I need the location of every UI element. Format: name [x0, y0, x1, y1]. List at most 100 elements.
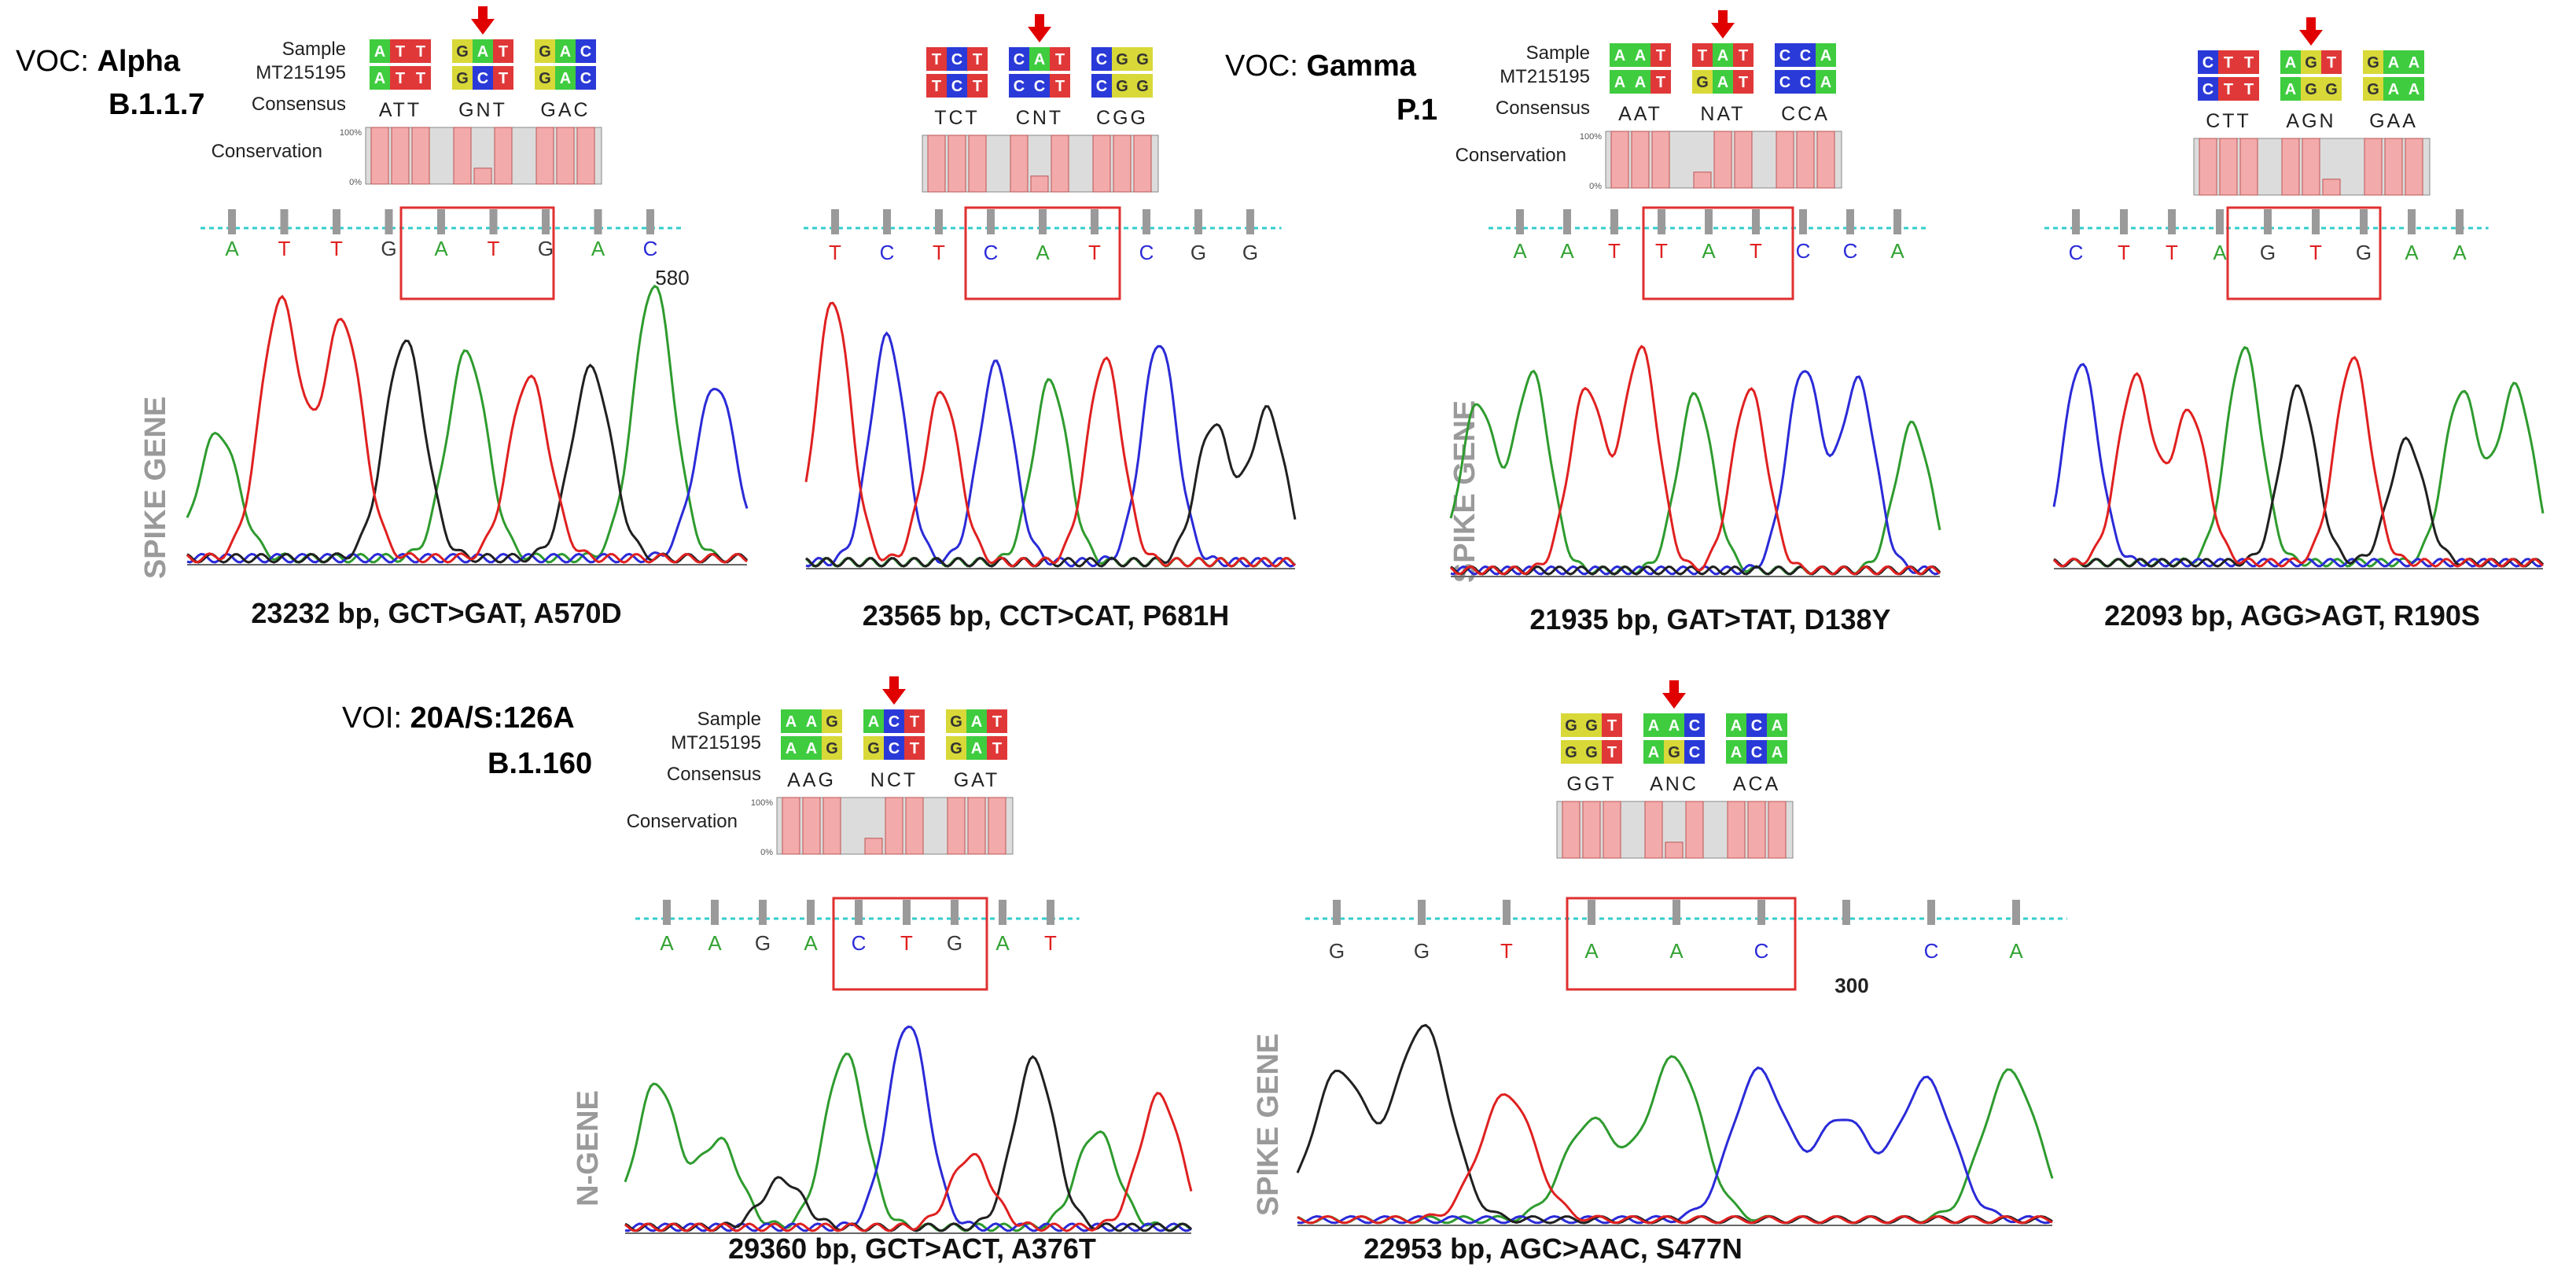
base-call: A: [2453, 241, 2467, 264]
codon-base: T: [932, 78, 941, 95]
base-tick: [999, 900, 1006, 925]
codon-base: A: [1820, 47, 1831, 64]
codon-base: T: [992, 740, 1002, 757]
base-tick: [646, 209, 654, 234]
trace-t: [624, 1092, 1193, 1232]
codon-base: T: [973, 78, 982, 95]
codon-cell: [2321, 77, 2342, 101]
codon-cell: [1684, 740, 1705, 764]
base-tick: [437, 209, 445, 234]
codon-cell: [904, 736, 925, 760]
codon-base: T: [499, 43, 508, 61]
svg-text:P.1: P.1: [1397, 94, 1437, 127]
codon-base: C: [889, 740, 900, 757]
codon-base: C: [1096, 78, 1107, 95]
codon-cell: [473, 66, 493, 90]
base-tick: [855, 900, 863, 925]
conservation-bar: [1665, 842, 1684, 859]
mutation-arrow-icon: [2299, 30, 2323, 46]
codon-cell: [884, 736, 904, 760]
row-label-conservation: Conservation: [1455, 145, 1566, 166]
conservation-bar: [927, 134, 946, 193]
codon-base: C: [951, 51, 962, 68]
conservation-bar: [2219, 138, 2238, 196]
codon-base: A: [1034, 51, 1045, 68]
codon-base: T: [1607, 717, 1617, 735]
codon-base: A: [786, 713, 797, 731]
codon-base: T: [1656, 47, 1665, 64]
mutation-box: [2226, 206, 2382, 300]
conservation-bar: [1651, 131, 1670, 189]
codon-cell: [2321, 50, 2342, 74]
codon-cell: [1561, 713, 1581, 737]
base-call: G: [755, 931, 771, 955]
conservation-bar: [2405, 138, 2423, 196]
codon-base: A: [971, 713, 982, 731]
trace-t: [2052, 355, 2544, 568]
base-call: C: [984, 241, 999, 264]
codon-cell: [946, 709, 966, 733]
base-call: A: [2405, 241, 2419, 264]
codon-cell: [2383, 50, 2404, 74]
codon-base: C: [1800, 47, 1811, 64]
base-tick: [903, 900, 911, 925]
codon-cell: [904, 709, 925, 733]
codon-cell: [390, 39, 410, 63]
base-tick: [1246, 209, 1254, 234]
codon-base: A: [1772, 717, 1783, 735]
codon-cell: [1650, 70, 1671, 94]
position-label: 300: [1834, 974, 1868, 997]
consensus-codon: GAA: [2369, 110, 2418, 132]
base-call: A: [434, 237, 448, 260]
base-tick: [489, 209, 498, 234]
codon-cell: [1009, 47, 1029, 71]
codon-base: T: [416, 70, 425, 87]
codon-cell: [370, 66, 390, 90]
codon-cell: [1581, 713, 1602, 737]
base-tick: [883, 209, 891, 234]
codon-base: C: [889, 713, 900, 731]
codon-cell: [884, 709, 904, 733]
codon-cell: [1630, 70, 1650, 94]
conservation-bar: [1562, 801, 1581, 859]
codon-base: C: [1800, 74, 1811, 91]
conservation-bar: [1776, 131, 1794, 189]
codon-cell: [1091, 47, 1112, 71]
base-tick: [2012, 900, 2020, 925]
codon-base: A: [2388, 81, 2399, 98]
base-tick: [385, 209, 393, 234]
base-call: G: [538, 237, 554, 260]
base-call: G: [1414, 939, 1430, 963]
codon-cell: [967, 74, 988, 98]
base-tick: [594, 209, 602, 234]
codon-base: C: [1779, 74, 1790, 91]
codon-cell: [2198, 77, 2218, 101]
codon-base: G: [1565, 717, 1577, 735]
codon-base: T: [1055, 51, 1065, 68]
codon-cell: [2280, 50, 2301, 74]
codon-base: A: [560, 70, 571, 87]
mutation-arrow-stem: [1035, 14, 1044, 28]
conservation-bar: [2364, 138, 2383, 196]
base-call: A: [2009, 939, 2023, 963]
base-tick: [2312, 209, 2320, 234]
base-call: A: [225, 237, 239, 260]
codon-cell: [390, 66, 410, 90]
codon-base: T: [1739, 74, 1748, 91]
base-call: T: [1750, 239, 1762, 263]
codon-base: G: [1116, 51, 1128, 68]
conservation-bar: [411, 127, 430, 185]
codon-base: G: [867, 740, 880, 757]
base-tick: [1799, 209, 1807, 234]
base-tick: [228, 209, 236, 234]
mutation-box: [1642, 206, 1794, 300]
codon-base: T: [2224, 54, 2233, 72]
codon-cell: [2363, 77, 2383, 101]
row-label-reference: MT215195: [671, 732, 761, 753]
codon-base: T: [2244, 54, 2254, 72]
codon-base: A: [477, 43, 488, 61]
codon-cell: [576, 39, 596, 63]
base-tick: [1752, 209, 1760, 234]
base-tick: [1047, 900, 1054, 925]
